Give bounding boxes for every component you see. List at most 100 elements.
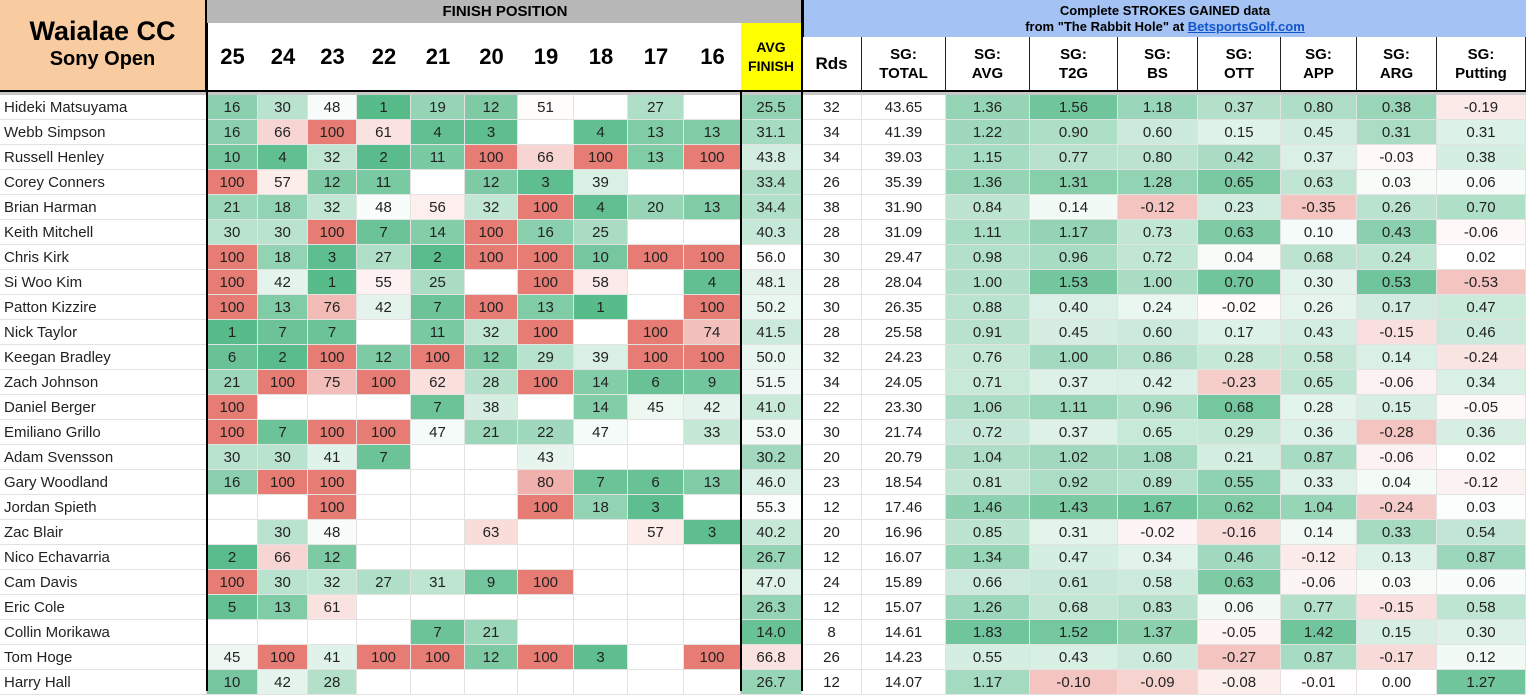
finish-cell-17 [628, 295, 684, 320]
sg-cell-arg: 0.03 [1357, 570, 1437, 595]
sg-cell-app: -0.35 [1281, 195, 1357, 220]
sg-cell-bs: 0.86 [1118, 345, 1198, 370]
finish-cell-21 [411, 595, 465, 620]
sg-cell-app: 0.43 [1281, 320, 1357, 345]
sg-cell-ott: 0.21 [1198, 445, 1281, 470]
sg-cell-app: 0.37 [1281, 145, 1357, 170]
finish-cell-22 [357, 520, 411, 545]
table-row: Eric Cole 5 13 61 26.3 12 15.07 1.26 0.68 0.83 0.0… [0, 595, 1526, 620]
finish-cell-17: 3 [628, 495, 684, 520]
finish-cell-17: 13 [628, 120, 684, 145]
avg-finish-header-line: AVG [756, 38, 786, 55]
sg-cell-avg: 1.11 [946, 220, 1030, 245]
table-row: Jordan Spieth 100 100 18 3 55.3 12 17.46 1.46 1.4… [0, 495, 1526, 520]
finish-cell-16: 3 [684, 520, 741, 545]
rounds-cell: 34 [802, 145, 862, 170]
rounds-cell: 26 [802, 170, 862, 195]
rounds-cell: 34 [802, 120, 862, 145]
finish-cell-18: 100 [574, 145, 628, 170]
finish-cell-23: 7 [308, 320, 357, 345]
sg-cell-putting: -0.19 [1437, 95, 1526, 120]
finish-cell-24: 30 [258, 570, 308, 595]
sg-cell-ott: -0.08 [1198, 670, 1281, 695]
rounds-cell: 30 [802, 295, 862, 320]
finish-cell-23: 76 [308, 295, 357, 320]
finish-cell-20: 32 [465, 195, 518, 220]
year-header-23: 23 [308, 23, 357, 90]
finish-cell-18: 14 [574, 395, 628, 420]
sg-cell-avg: 1.36 [946, 170, 1030, 195]
sg-cell-total: 15.07 [862, 595, 946, 620]
finish-cell-20: 12 [465, 645, 518, 670]
avg-finish-cell: 40.3 [741, 220, 802, 245]
rounds-cell: 28 [802, 220, 862, 245]
finish-cell-22 [357, 670, 411, 695]
finish-cell-21 [411, 170, 465, 195]
sg-cell-avg: 1.83 [946, 620, 1030, 645]
finish-cell-20: 12 [465, 95, 518, 120]
header-separator [0, 90, 1526, 95]
sg-cell-app: 0.10 [1281, 220, 1357, 245]
sg-cell-avg: 0.84 [946, 195, 1030, 220]
sg-cell-arg: 0.13 [1357, 545, 1437, 570]
sg-cell-t2g: 0.31 [1030, 520, 1118, 545]
finish-cell-24: 42 [258, 670, 308, 695]
sg-cell-putting: -0.24 [1437, 345, 1526, 370]
table-row: Corey Conners 100 57 12 11 12 3 39 33.4 26 35.39 1.… [0, 170, 1526, 195]
sg-cell-ott: 0.68 [1198, 395, 1281, 420]
avg-finish-cell: 55.3 [741, 495, 802, 520]
sg-cell-app: 0.36 [1281, 420, 1357, 445]
rounds-cell: 30 [802, 420, 862, 445]
avg-finish-cell: 34.4 [741, 195, 802, 220]
sg-cell-arg: 0.43 [1357, 220, 1437, 245]
sg-cell-ott: 0.55 [1198, 470, 1281, 495]
finish-cell-22 [357, 620, 411, 645]
stat-header-line: SG: [1144, 45, 1171, 63]
sg-cell-bs: 0.73 [1118, 220, 1198, 245]
sg-cell-total: 39.03 [862, 145, 946, 170]
sg-cell-t2g: 0.47 [1030, 545, 1118, 570]
finish-cell-21 [411, 670, 465, 695]
finish-cell-22: 48 [357, 195, 411, 220]
betsportsgolf-link[interactable]: BetsportsGolf.com [1187, 19, 1305, 34]
finish-cell-19: 100 [518, 370, 574, 395]
stat-header-line: SG: [1225, 45, 1253, 63]
sg-cell-ott: 0.28 [1198, 345, 1281, 370]
finish-cell-25: 100 [207, 270, 258, 295]
sg-cell-bs: 0.89 [1118, 470, 1198, 495]
finish-cell-20 [465, 670, 518, 695]
stat-header: SG: BS [1118, 37, 1198, 90]
finish-cell-20: 100 [465, 295, 518, 320]
sg-header-source: from "The Rabbit Hole" at [1025, 19, 1188, 34]
finish-cell-18: 4 [574, 195, 628, 220]
sg-cell-arg: 0.17 [1357, 295, 1437, 320]
sg-cell-total: 25.58 [862, 320, 946, 345]
finish-cell-24: 18 [258, 245, 308, 270]
finish-cell-21: 14 [411, 220, 465, 245]
finish-cell-20: 21 [465, 620, 518, 645]
player-name: Hideki Matsuyama [0, 95, 207, 120]
sg-cell-arg: -0.06 [1357, 445, 1437, 470]
table-row: Emiliano Grillo 100 7 100 100 47 21 22 47 33 53.0 3… [0, 420, 1526, 445]
sg-cell-bs: 1.00 [1118, 270, 1198, 295]
sg-cell-app: 0.33 [1281, 470, 1357, 495]
player-name: Zach Johnson [0, 370, 207, 395]
finish-cell-24: 30 [258, 445, 308, 470]
table-row: Patton Kizzire 100 13 76 42 7 100 13 1 100 50.2 30 2… [0, 295, 1526, 320]
finish-cell-24: 100 [258, 370, 308, 395]
finish-cell-16: 13 [684, 195, 741, 220]
finish-cell-19: 100 [518, 270, 574, 295]
finish-cell-23: 48 [308, 520, 357, 545]
stat-header-line: SG: [890, 45, 917, 63]
finish-cell-24: 66 [258, 545, 308, 570]
table-row: Nico Echavarria 2 66 12 26.7 12 16.07 1.34 0.47 0… [0, 545, 1526, 570]
finish-cell-16: 100 [684, 295, 741, 320]
player-name: Zac Blair [0, 520, 207, 545]
finish-cell-19 [518, 620, 574, 645]
stat-header-line: APP [1303, 64, 1334, 82]
finish-cell-22: 100 [357, 420, 411, 445]
sg-cell-putting: 0.87 [1437, 545, 1526, 570]
stat-header-line: Putting [1455, 64, 1507, 82]
finish-cell-17: 6 [628, 470, 684, 495]
finish-cell-23: 100 [308, 220, 357, 245]
